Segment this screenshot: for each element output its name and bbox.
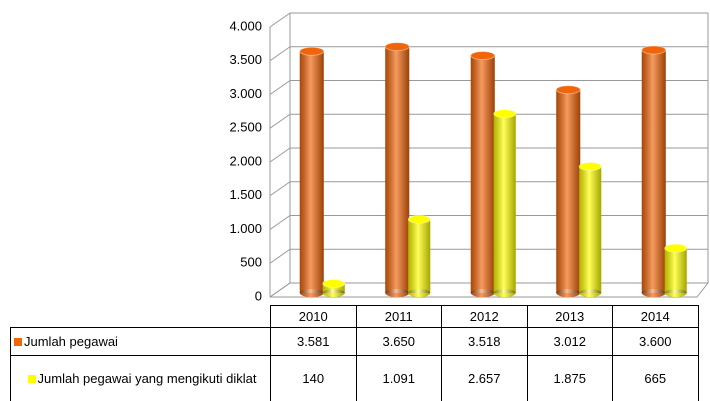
grid-line-side: [269, 248, 291, 264]
value-label: 665: [612, 355, 699, 401]
value-label: 3.600: [612, 327, 699, 356]
y-tick-label: 1.500: [229, 187, 262, 202]
category-label: 2012: [441, 305, 528, 328]
value-label: 2.657: [441, 355, 528, 401]
cylinder: [407, 214, 431, 297]
y-tick-label: 500: [240, 255, 262, 270]
data-table: 2010 2011 2012 2013 2014 Jumlah pegawai 3.581…: [10, 305, 699, 401]
cylinder: [384, 42, 410, 297]
value-label: 3.518: [441, 327, 528, 356]
cylinder-top: [299, 46, 325, 56]
value-label: 140: [270, 355, 357, 401]
cylinder: [493, 109, 517, 297]
category-label: 2014: [612, 305, 699, 328]
cylinder-shade: [579, 166, 602, 293]
cylinder: [641, 45, 667, 297]
category-label: 2010: [270, 305, 357, 328]
value-label: 1.091: [355, 355, 442, 401]
cylinder-shade: [322, 283, 345, 293]
legend-cell: Jumlah pegawai yang mengikuti diklat: [10, 355, 271, 401]
cylinder: [470, 51, 496, 297]
y-tick-label: 1.000: [229, 221, 262, 236]
y-tick-label: 4.000: [229, 18, 262, 33]
legend-label: Jumlah pegawai yang mengikuti diklat: [37, 371, 257, 386]
grid-line-side: [269, 113, 291, 129]
cylinder-top: [555, 85, 581, 95]
cylinder-shade: [299, 51, 324, 293]
grid-line-side: [269, 46, 291, 62]
legend-swatch: [27, 375, 36, 383]
category-label: 2013: [526, 305, 613, 328]
cylinder-shade: [493, 113, 516, 293]
cylinder: [664, 243, 688, 297]
y-tick-label: 3.000: [229, 86, 262, 101]
cylinder-shade: [408, 219, 431, 293]
cylinder: [555, 85, 581, 297]
cylinder-top: [384, 42, 410, 52]
cylinder-shade: [664, 248, 687, 293]
value-label: 3.581: [270, 327, 357, 356]
legend-label: Jumlah pegawai: [24, 334, 118, 349]
cylinder-shade: [385, 46, 410, 293]
grid-line-side: [269, 147, 291, 163]
grid-line-side: [269, 80, 291, 95]
cylinder-shade: [470, 55, 495, 293]
cylinder-shade: [556, 89, 581, 293]
grid-line-side: [269, 181, 291, 197]
cylinder-top: [493, 109, 517, 119]
cylinder-top: [578, 161, 602, 171]
value-label: 3.012: [526, 327, 613, 356]
y-tick-label: 0: [255, 288, 262, 303]
y-tick-label: 2.000: [229, 153, 262, 168]
cylinder: [578, 161, 602, 297]
cylinder-top: [641, 45, 667, 55]
y-tick-label: 2.500: [229, 120, 262, 135]
grid-line-side: [269, 215, 291, 230]
cylinder: [299, 46, 325, 297]
legend-cell: Jumlah pegawai: [10, 327, 271, 356]
legend-swatch: [14, 338, 22, 346]
category-label: 2011: [355, 305, 442, 328]
cylinder-top: [664, 243, 688, 253]
grid-line-side: [269, 282, 291, 298]
grid-line-side: [269, 12, 291, 28]
cylinder: [322, 279, 346, 297]
value-label: 1.875: [526, 355, 613, 401]
cylinder-top: [470, 51, 496, 61]
cylinder-top: [322, 279, 346, 289]
value-label: 3.650: [355, 327, 442, 356]
cylinder-top: [407, 214, 431, 224]
cylinder-shade: [641, 50, 666, 293]
chart: 0 500 1.000 1.500 2.000 2.500 3.000 3.500 4.000: [229, 12, 710, 303]
corner: [11, 306, 271, 328]
y-tick-label: 3.500: [229, 52, 262, 67]
